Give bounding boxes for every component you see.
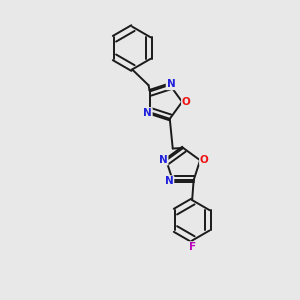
Text: N: N: [143, 108, 152, 118]
Text: F: F: [189, 242, 196, 252]
Text: N: N: [165, 176, 173, 186]
Text: N: N: [167, 79, 175, 89]
Text: O: O: [182, 97, 190, 107]
Text: N: N: [159, 155, 168, 165]
Text: O: O: [200, 155, 208, 165]
